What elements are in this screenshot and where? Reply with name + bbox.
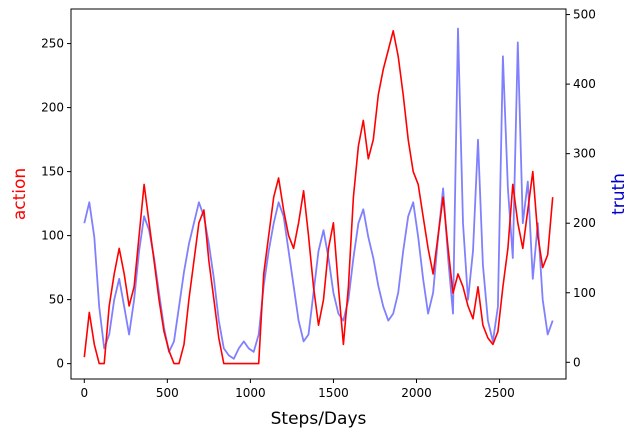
y-axis-left: 0 50 100 150 200 250 bbox=[41, 37, 71, 371]
right-y-tick-label: 300 bbox=[573, 147, 596, 161]
series-line-truth bbox=[83, 27, 554, 360]
left-y-tick-label: 250 bbox=[41, 37, 64, 51]
right-y-axis-label: truth bbox=[609, 173, 629, 215]
left-y-tick-label: 150 bbox=[41, 165, 64, 179]
x-axis-label: Steps/Days bbox=[271, 409, 367, 429]
y-axis-right: 0 100 200 300 400 500 bbox=[566, 8, 596, 369]
plot-frame bbox=[70, 8, 567, 380]
right-y-tick-label: 400 bbox=[573, 77, 596, 91]
plot-lines bbox=[83, 27, 554, 365]
left-y-tick-label: 100 bbox=[41, 229, 64, 243]
right-y-tick-label: 500 bbox=[573, 8, 596, 22]
left-y-axis-label: action bbox=[10, 168, 30, 220]
x-tick-label: 1000 bbox=[235, 386, 266, 400]
right-y-tick-label: 100 bbox=[573, 286, 596, 300]
left-y-tick-label: 50 bbox=[49, 293, 64, 307]
left-y-tick-label: 0 bbox=[56, 357, 64, 371]
series-line-action bbox=[83, 30, 554, 365]
x-tick-label: 2500 bbox=[484, 386, 515, 400]
x-tick-label: 2000 bbox=[401, 386, 432, 400]
x-tick-label: 1500 bbox=[318, 386, 349, 400]
x-axis: 0 500 1000 1500 2000 2500 bbox=[80, 379, 515, 400]
x-tick-label: 500 bbox=[156, 386, 179, 400]
left-y-tick-label: 200 bbox=[41, 101, 64, 115]
right-y-tick-label: 200 bbox=[573, 216, 596, 230]
x-tick-label: 0 bbox=[80, 386, 88, 400]
right-y-tick-label: 0 bbox=[573, 355, 581, 369]
